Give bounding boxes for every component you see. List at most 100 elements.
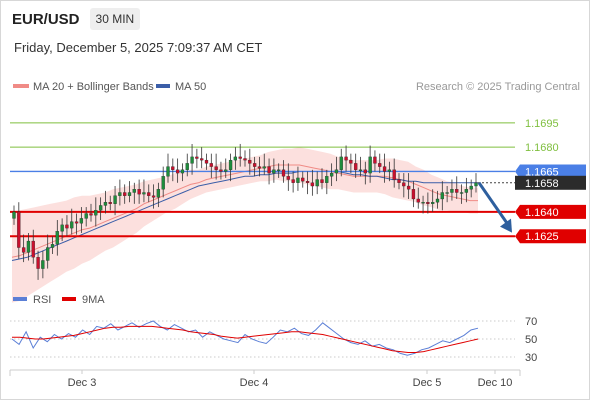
candle xyxy=(118,179,122,206)
candle xyxy=(123,184,127,204)
candle-body xyxy=(445,192,449,194)
candle-body xyxy=(238,156,242,159)
candle xyxy=(103,190,108,214)
candle-body xyxy=(228,159,233,170)
candle-body xyxy=(17,211,21,248)
candle xyxy=(402,173,406,198)
candle-body xyxy=(89,213,93,216)
candle xyxy=(31,229,35,264)
price-plot-area: 1.1695 1.1680 1.1665 1.1640 1.1625 1.1658 xyxy=(10,118,586,303)
candle xyxy=(397,173,401,190)
timestamp: Friday, December 5, 2025 7:09:37 AM CET xyxy=(14,40,263,55)
candle-body xyxy=(156,189,161,198)
timeframe-badge[interactable]: 30 MIN xyxy=(89,8,141,30)
candle xyxy=(310,169,315,196)
candle xyxy=(248,148,252,175)
candle-body xyxy=(349,159,353,164)
candle-body xyxy=(219,169,223,172)
candle-body xyxy=(354,163,358,170)
rsi-tick-50: 50 xyxy=(525,334,537,346)
candle-body xyxy=(94,210,98,216)
candle-body xyxy=(224,169,228,172)
candle xyxy=(334,156,339,182)
candle-body xyxy=(281,169,286,177)
candle xyxy=(166,153,170,183)
candle xyxy=(459,184,464,204)
current-price-tag: 1.1658 xyxy=(515,175,586,190)
candle xyxy=(190,143,194,175)
candle xyxy=(421,195,425,214)
candle-body xyxy=(368,156,372,174)
candle-body xyxy=(474,182,478,187)
candle-body xyxy=(190,156,194,164)
candle-body xyxy=(243,158,247,161)
x-tick-label: Dec 3 xyxy=(68,377,97,389)
candle xyxy=(12,205,16,225)
current-price-text: 1.1658 xyxy=(525,178,559,190)
candle xyxy=(252,156,257,177)
candle-body xyxy=(65,224,69,229)
candle xyxy=(79,207,84,233)
x-tick-label: Dec 10 xyxy=(478,377,513,389)
candle-body xyxy=(459,192,464,194)
candle-body xyxy=(147,192,151,196)
candle xyxy=(354,153,358,178)
symbol-title: EUR/USD xyxy=(12,10,80,28)
x-tick-label: Dec 4 xyxy=(240,377,269,389)
candle xyxy=(450,179,454,201)
level-tag-text: 1.1625 xyxy=(525,231,559,243)
candle xyxy=(98,197,103,221)
candle-body xyxy=(84,213,88,219)
rsi-legend-swatch xyxy=(13,297,27,301)
candle-body xyxy=(21,247,26,253)
candle xyxy=(445,186,449,203)
candle xyxy=(373,150,377,172)
candle-body xyxy=(127,192,132,196)
candle-body xyxy=(286,176,290,180)
candle xyxy=(277,163,281,178)
candle xyxy=(382,153,387,183)
candle xyxy=(329,163,334,187)
candle-body xyxy=(421,202,425,204)
candle xyxy=(387,161,392,182)
candle xyxy=(113,186,117,216)
candle xyxy=(363,161,367,185)
candle xyxy=(305,171,310,195)
rsi-ma-legend-label: 9MA xyxy=(82,294,105,306)
candle xyxy=(315,171,319,195)
candle xyxy=(185,153,189,177)
candle xyxy=(469,179,473,198)
ma20-legend-label: MA 20 + Bollinger Bands xyxy=(33,81,154,93)
candle xyxy=(262,153,266,175)
candle-body xyxy=(277,169,281,171)
candle-body xyxy=(315,179,319,187)
candle xyxy=(156,182,161,208)
candle xyxy=(142,179,146,203)
candle xyxy=(224,158,228,178)
candle xyxy=(325,169,329,195)
candle-body xyxy=(344,156,348,161)
candle xyxy=(84,207,88,227)
ma20-legend-swatch xyxy=(13,84,29,88)
candle xyxy=(214,153,218,180)
candle-body xyxy=(41,260,45,269)
candle-body xyxy=(320,179,324,183)
level-tag-text: 1.1640 xyxy=(525,207,559,219)
candle xyxy=(416,187,420,209)
candle xyxy=(358,156,363,177)
current-price-tag-bg xyxy=(515,175,586,190)
candle-body xyxy=(363,169,367,174)
candle xyxy=(257,156,262,177)
candle xyxy=(175,158,180,183)
candle-body xyxy=(31,240,35,258)
rsi-tick-70: 70 xyxy=(525,316,537,328)
candle-body xyxy=(209,163,213,167)
ma50-legend-label: MA 50 xyxy=(175,81,206,93)
candle-body xyxy=(291,179,295,183)
candle-body xyxy=(12,211,16,219)
candle-body xyxy=(378,163,382,167)
ma50-legend-swatch xyxy=(156,84,170,88)
credit-text: Research © 2025 Trading Central xyxy=(416,81,580,93)
candle xyxy=(17,202,21,259)
